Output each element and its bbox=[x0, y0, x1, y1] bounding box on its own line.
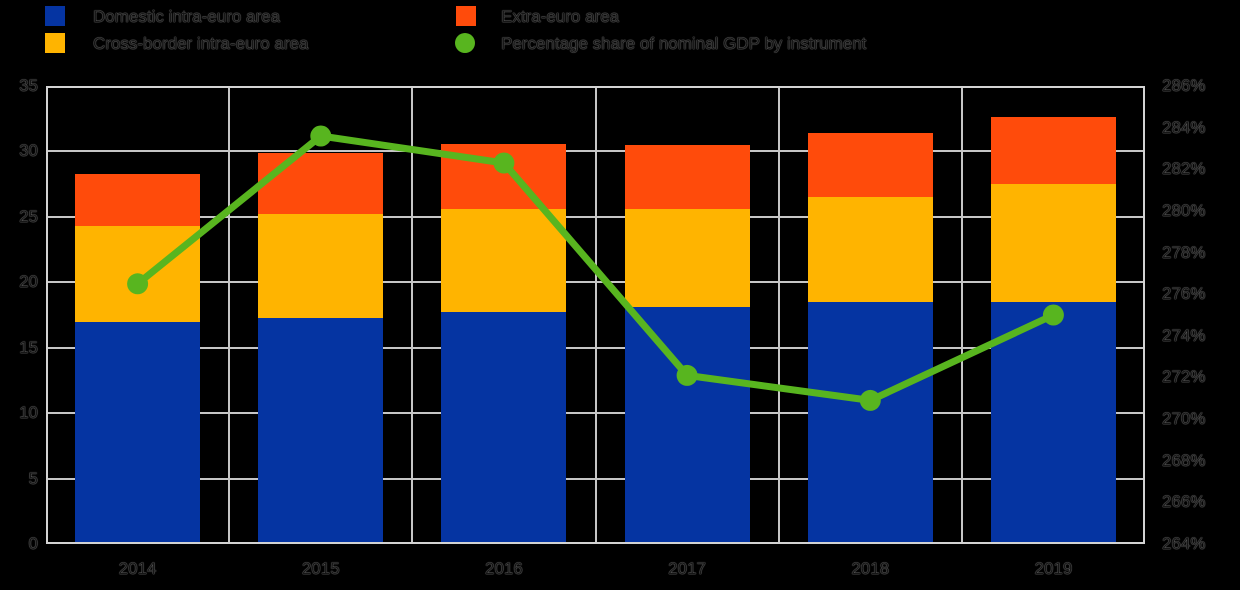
bar-segment-domestic-intra-euro-area-2018 bbox=[807, 301, 933, 544]
legend-label-extra-euro-area: Extra-euro area bbox=[501, 7, 620, 26]
bar-segment-extra-euro-area-2018 bbox=[807, 133, 933, 198]
left-axis-tick-20: 20 bbox=[19, 272, 38, 292]
right-axis-tick-284: 284% bbox=[1162, 117, 1206, 137]
bar-segment-extra-euro-area-2015 bbox=[258, 152, 384, 215]
right-axis-tick-270: 270% bbox=[1162, 409, 1206, 429]
right-axis-tick-272: 272% bbox=[1162, 367, 1206, 387]
left-axis-tick-0: 0 bbox=[28, 534, 38, 553]
gdp-share-point-2016 bbox=[493, 152, 515, 174]
right-axis-tick-264: 264% bbox=[1162, 534, 1206, 553]
gdp-share-point-2015 bbox=[310, 125, 332, 147]
bar-segment-cross-border-intra-euro-area-2019 bbox=[990, 184, 1116, 302]
bar-segment-domestic-intra-euro-area-2017 bbox=[624, 307, 750, 544]
bar-segment-domestic-intra-euro-area-2015 bbox=[258, 317, 384, 544]
bar-segment-domestic-intra-euro-area-2014 bbox=[75, 321, 201, 544]
legend-marker-cross-border-intra-euro-area bbox=[45, 33, 65, 53]
x-axis-label-2014: 2014 bbox=[118, 559, 157, 578]
gridline-vertical bbox=[228, 86, 231, 544]
bar-segment-domestic-intra-euro-area-2016 bbox=[441, 312, 567, 544]
gdp-share-line bbox=[135, 132, 1055, 404]
bar-segment-domestic-intra-euro-area-2019 bbox=[990, 301, 1116, 544]
legend-label-domestic-intra-euro-area: Domestic intra-euro area bbox=[93, 7, 281, 26]
gridline-vertical bbox=[411, 86, 414, 544]
bar-segment-cross-border-intra-euro-area-2017 bbox=[624, 209, 750, 308]
trend-line-layer bbox=[127, 125, 1064, 411]
left-axis-tick-10: 10 bbox=[19, 403, 38, 423]
bar-segment-extra-euro-area-2017 bbox=[624, 144, 750, 210]
right-axis-tick-268: 268% bbox=[1162, 450, 1206, 470]
left-axis-tick-5: 5 bbox=[28, 468, 38, 488]
gridline-vertical bbox=[594, 86, 597, 544]
right-axis-tick-266: 266% bbox=[1162, 492, 1206, 512]
right-axis-tick-280: 280% bbox=[1162, 200, 1206, 220]
x-axis-label-2018: 2018 bbox=[851, 559, 890, 578]
legend-marker-percentage-share-of-nominal-gdp-by-instrument bbox=[455, 33, 475, 53]
right-axis-tick-286: 286% bbox=[1162, 76, 1206, 95]
left-axis-tick-30: 30 bbox=[19, 141, 38, 161]
right-axis-tick-274: 274% bbox=[1162, 325, 1206, 345]
legend-marker-extra-euro-area bbox=[456, 6, 476, 26]
bar-segment-cross-border-intra-euro-area-2018 bbox=[807, 197, 933, 302]
bar-segment-extra-euro-area-2014 bbox=[75, 173, 201, 227]
right-axis-tick-276: 276% bbox=[1162, 284, 1206, 304]
legend-label-percentage-share-of-nominal-gdp-by-instrument: Percentage share of nominal GDP by instr… bbox=[501, 34, 867, 53]
gdp-share-point-2019 bbox=[1042, 304, 1064, 326]
bar-segment-extra-euro-area-2019 bbox=[990, 117, 1116, 185]
left-axis-tick-15: 15 bbox=[19, 337, 38, 357]
gdp-share-point-2014 bbox=[127, 273, 149, 295]
gridline-vertical bbox=[777, 86, 780, 544]
x-axis-label-2016: 2016 bbox=[484, 559, 523, 578]
right-axis-tick-282: 282% bbox=[1162, 159, 1206, 179]
gridline-vertical bbox=[960, 86, 963, 544]
gdp-share-point-2018 bbox=[859, 389, 881, 411]
x-axis-label-2017: 2017 bbox=[668, 559, 706, 578]
x-axis-label-2019: 2019 bbox=[1034, 559, 1073, 578]
right-axis-tick-278: 278% bbox=[1162, 242, 1206, 262]
gdp-share-point-2017 bbox=[676, 364, 698, 386]
plot-area bbox=[46, 86, 1145, 544]
x-axis-label-2015: 2015 bbox=[301, 559, 340, 578]
legend-label-cross-border-intra-euro-area: Cross-border intra-euro area bbox=[93, 34, 309, 53]
left-axis-tick-25: 25 bbox=[19, 206, 38, 226]
bar-segment-cross-border-intra-euro-area-2016 bbox=[441, 209, 567, 313]
bar-segment-cross-border-intra-euro-area-2015 bbox=[258, 214, 384, 318]
legend-marker-domestic-intra-euro-area bbox=[45, 6, 65, 26]
left-axis-tick-35: 35 bbox=[19, 76, 38, 95]
